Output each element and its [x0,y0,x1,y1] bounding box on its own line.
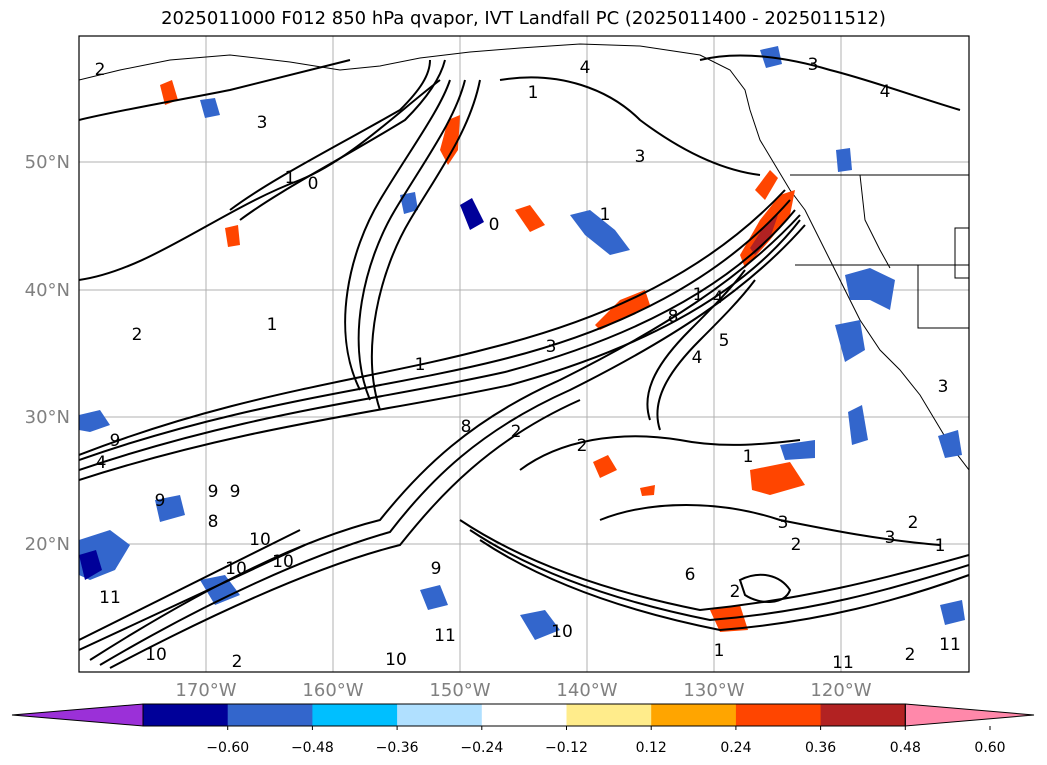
contour-label: 2 [511,422,522,442]
colorbar-tick-label: 0.24 [720,740,751,756]
lon-label-150w: 150°W [429,680,490,701]
contour-label: 2 [232,652,243,672]
contour-label: 11 [832,653,854,673]
contour-label: 8 [208,512,219,532]
contour-label: 10 [145,645,167,665]
lon-label-160w: 160°W [302,680,363,701]
colorbar-extend-low [11,703,144,727]
contour-label: 4 [713,288,724,308]
colorbar-tick-label: 0.36 [805,740,836,756]
contour-label: 2 [905,645,916,665]
map-plot-area [79,36,969,672]
contour-label: 9 [155,491,166,511]
contour-label: 4 [880,82,891,102]
contour-label: 3 [938,377,949,397]
contour-label: 10 [225,559,247,579]
contour-label: 1 [267,315,278,335]
contour-label: 2 [908,513,919,533]
contour-label: 1 [600,205,611,225]
contour-label: 1 [714,641,725,661]
lat-label-20n: 20°N [25,534,70,555]
contour-label: 11 [434,626,456,646]
gridlines [79,36,969,672]
contour-label: 1 [693,285,704,305]
lon-label-140w: 140°W [556,680,617,701]
contour-label: 10 [551,622,573,642]
contour-label: 2 [132,325,143,345]
contour-label: 1 [415,355,426,375]
lon-label-120w: 120°W [810,680,871,701]
colorbar: −0.60 −0.48 −0.36 −0.24 −0.12 0.12 0.24 0.36 0.4… [11,703,1035,756]
contour-label: 3 [546,337,557,357]
colorbar-tick-label: −0.24 [460,740,503,756]
contour-label: 3 [257,113,268,133]
contour-label: 5 [719,331,730,351]
contour-label: 2 [95,60,106,80]
colorbar-tick-label: 0.48 [890,740,921,756]
colorbar-swatch [820,704,906,726]
colorbar-swatch [312,704,398,726]
qvapor-shading [79,46,965,640]
contour-label: 8 [668,307,679,327]
colorbar-border [142,703,906,727]
contour-label: 11 [99,588,121,608]
contour-label: 6 [685,565,696,585]
map-title: 2025011000 F012 850 hPa qvapor, IVT Land… [161,8,886,29]
contour-label: 10 [272,552,294,572]
contour-label: 2 [791,535,802,555]
contour-label: 3 [885,528,896,548]
ivt-contours [79,54,969,669]
colorbar-tick-label: −0.60 [206,740,249,756]
colorbar-tick-label: 0.60 [974,740,1005,756]
lat-label-40n: 40°N [25,280,70,301]
contour-label: 2 [577,436,588,456]
colorbar-tick-label: −0.36 [376,740,419,756]
contour-label: 9 [208,482,219,502]
contour-label: 1 [935,536,946,556]
contour-label: 10 [385,650,407,670]
colorbar-swatch [397,704,483,726]
colorbar-swatch [481,704,567,726]
lon-label-170w: 170°W [175,680,236,701]
colorbar-swatch [143,704,229,726]
contour-label: 9 [110,431,121,451]
contour-label: 3 [808,55,819,75]
map-border [78,35,970,673]
contour-label: 0 [489,215,500,235]
contour-label: 1 [743,447,754,467]
colorbar-swatch [735,704,822,726]
colorbar-tick-label: −0.12 [545,740,588,756]
colorbar-extend-high [904,703,1035,727]
lat-label-50n: 50°N [25,152,70,173]
contour-label: 3 [778,513,789,533]
contour-label: 9 [230,482,241,502]
contour-label: 4 [692,348,703,368]
contour-label: 2 [730,582,741,602]
contour-label: 8 [461,417,472,437]
contour-label: 11 [939,635,961,655]
contour-label: 4 [96,453,107,473]
colorbar-swatch [227,704,313,726]
contour-label: 1 [285,168,296,188]
contour-label: 9 [431,559,442,579]
colorbar-tick-label: −0.48 [291,740,334,756]
contour-label: 0 [308,174,319,194]
contour-label: 4 [580,58,591,78]
colorbar-swatch [651,704,737,726]
colorbar-tick-label: 0.12 [636,740,667,756]
contour-label: 10 [249,530,271,550]
contour-label: 1 [528,83,539,103]
lat-label-30n: 30°N [25,407,70,428]
contour-label: 3 [635,147,646,167]
coastlines [79,43,969,471]
colorbar-swatch [566,704,652,726]
contour-labels: 2324134103110121138452219849998101011101… [95,55,961,673]
lon-label-130w: 130°W [683,680,744,701]
